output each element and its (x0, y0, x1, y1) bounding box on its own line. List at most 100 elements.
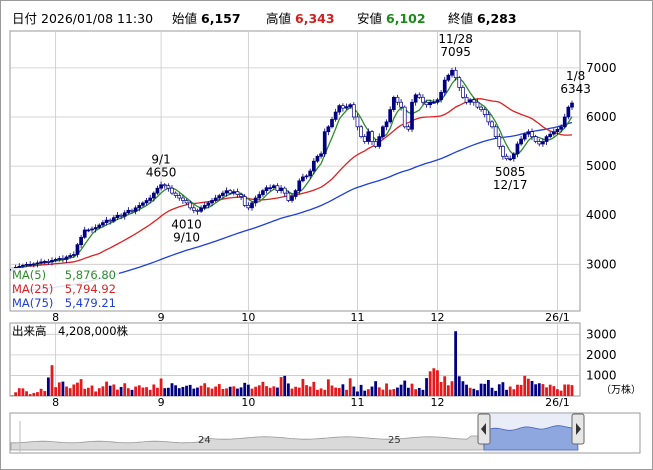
volume-bar (501, 382, 505, 396)
candle-body-up (311, 160, 316, 172)
navigator-right-handle[interactable] (571, 413, 585, 445)
candle-body-down (497, 136, 502, 147)
navigator-left-handle[interactable] (477, 413, 491, 445)
volume-value: 4,208,000株 (58, 324, 129, 338)
volume-bar (68, 388, 72, 396)
candle (330, 116, 334, 129)
volume-bar (461, 381, 465, 396)
candle (453, 67, 458, 81)
candle-body-up (79, 236, 83, 246)
candle (475, 99, 480, 109)
candle-body-down (537, 141, 542, 145)
low-label: 安値 (357, 11, 382, 26)
x-tick-label: 9 (158, 396, 165, 409)
candle-body-up (326, 126, 331, 133)
candle-body-down (464, 96, 469, 103)
candle (326, 125, 331, 136)
candle-body-down (130, 209, 134, 212)
range-navigator[interactable]: 24 25 (9, 412, 641, 454)
volume-bar (177, 388, 181, 396)
candle-body-up (562, 116, 567, 128)
candle (71, 251, 76, 258)
candle (311, 157, 316, 175)
volume-bar (265, 386, 268, 396)
x-tick-label: 11 (350, 311, 364, 324)
candle-body-up (217, 195, 222, 199)
volume-bar (72, 384, 76, 396)
candle (468, 98, 473, 106)
candle (50, 257, 54, 266)
candle (297, 178, 302, 195)
ma5-value: 5,876.80 (65, 268, 116, 282)
candle (181, 194, 185, 204)
volume-bar (101, 386, 105, 396)
candle-body-down (119, 214, 123, 217)
candle (170, 185, 174, 195)
volume-bar (490, 387, 494, 396)
candle (35, 260, 40, 268)
candle (479, 105, 483, 112)
candle-body-up (559, 126, 563, 130)
candle (224, 187, 229, 197)
candle-body-up (548, 133, 553, 137)
candle-body-up (511, 153, 516, 160)
volume-bar (246, 384, 250, 396)
candle (435, 98, 440, 105)
candle (362, 134, 367, 144)
candle (348, 102, 353, 109)
candle-body-up (413, 94, 418, 103)
datetime-value: 2026/01/08 11:30 (41, 11, 153, 26)
candle-body-up (133, 207, 138, 212)
volume-bar (232, 386, 236, 396)
candle-body-down (184, 200, 189, 204)
candle-body-down (61, 258, 65, 260)
candle (101, 220, 105, 228)
candle-body-up (333, 111, 338, 120)
candle (177, 193, 182, 201)
volume-bar (559, 390, 563, 396)
volume-bar (36, 392, 39, 396)
volume-bar (236, 388, 239, 396)
volume-label: 出来高 (12, 324, 47, 338)
volume-bar (417, 387, 421, 396)
candle-body-up (141, 202, 145, 206)
volume-bar (425, 378, 428, 396)
volume-bar (468, 387, 472, 396)
candle-body-down (453, 69, 458, 79)
candle-body-up (53, 259, 58, 261)
x-tick-label: 12 (430, 396, 444, 409)
candle-body-up (508, 158, 513, 161)
candle (108, 218, 113, 225)
volume-bar (334, 387, 338, 396)
volume-bar (512, 389, 516, 396)
candle (504, 153, 509, 161)
candle (341, 103, 345, 112)
volume-bar (272, 386, 276, 396)
volume-bar (283, 375, 287, 396)
candle (501, 144, 505, 160)
candle-body-up (206, 202, 211, 206)
candle (42, 259, 47, 265)
candle (290, 193, 294, 203)
candle-body-up (115, 214, 120, 219)
candle-body-up (213, 197, 218, 201)
candle-body-down (421, 96, 425, 103)
candle-body-up (330, 119, 334, 128)
candle-body-up (566, 106, 571, 118)
candle (370, 129, 374, 146)
volume-bar (366, 389, 370, 396)
candle (264, 185, 269, 194)
candle-body-up (522, 133, 527, 140)
candle (151, 191, 156, 202)
candle-body-down (493, 126, 498, 137)
candle-body-down (395, 96, 400, 103)
volume-bar (508, 386, 512, 396)
candle (97, 223, 102, 230)
candle (286, 190, 291, 203)
candle (417, 92, 422, 100)
ma25-value: 5,794.92 (65, 282, 116, 296)
volume-bar (319, 388, 323, 396)
volume-bar (294, 386, 298, 396)
volume-bar (486, 379, 490, 396)
